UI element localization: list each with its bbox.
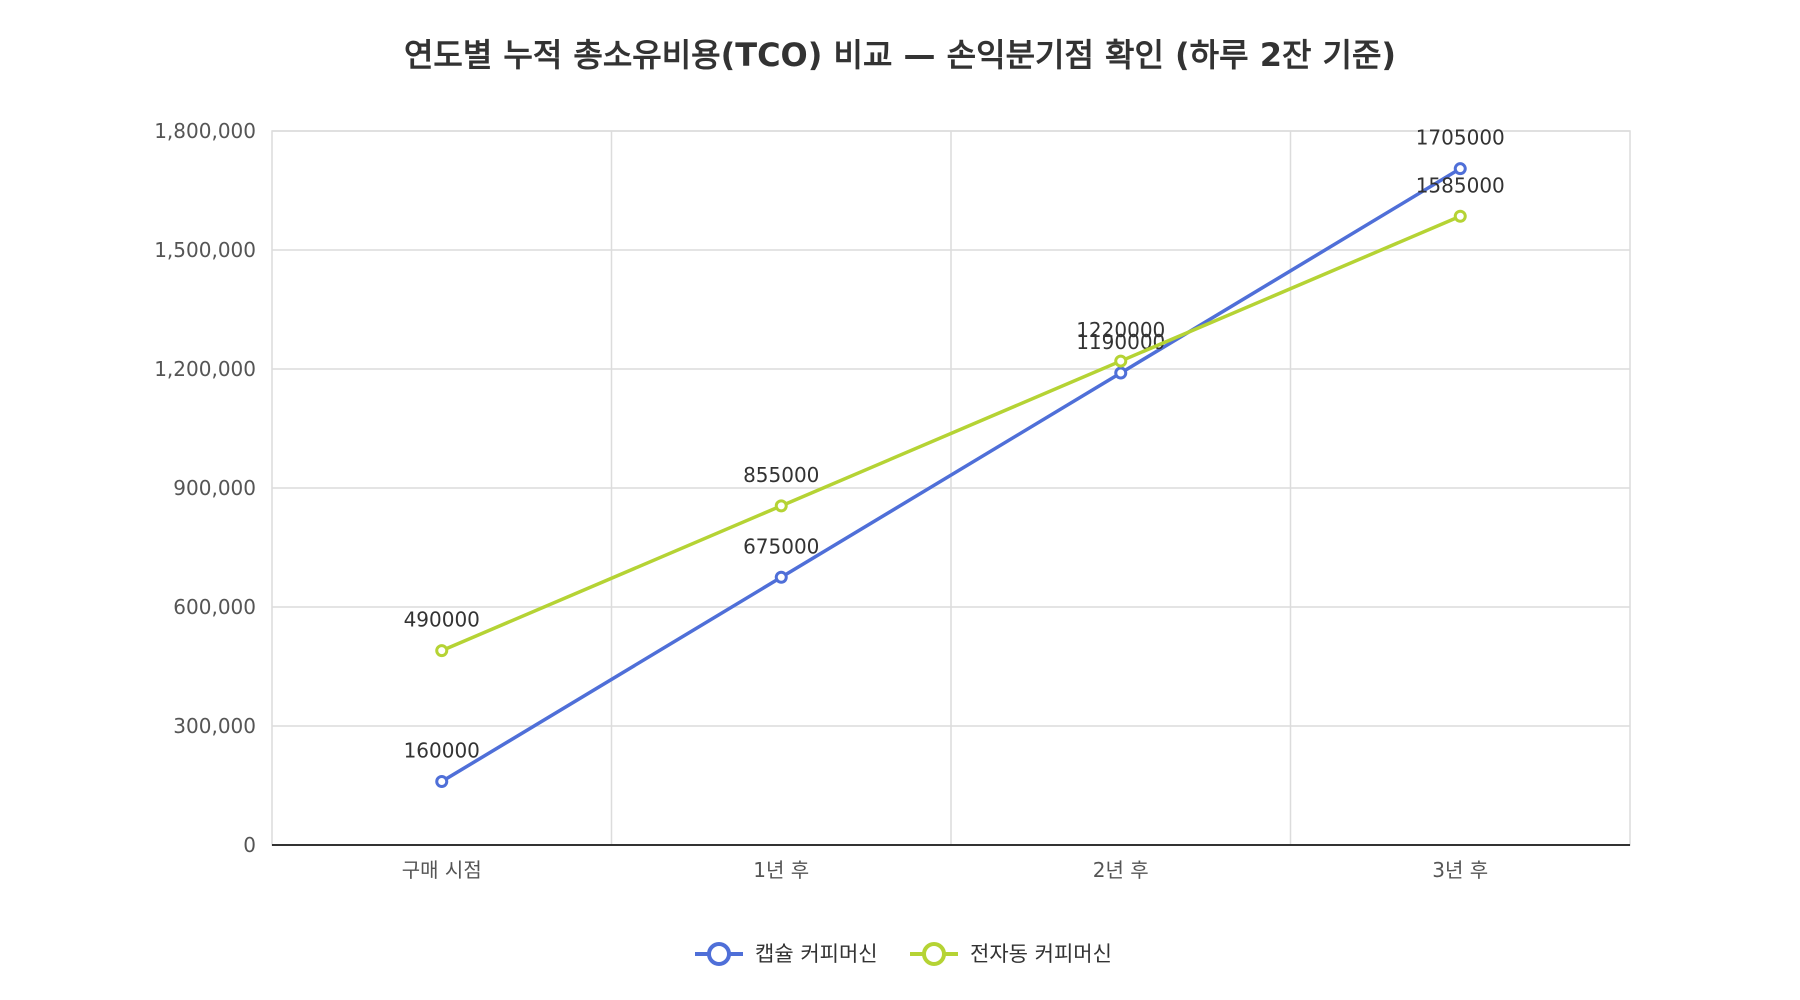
x-tick-label: 1년 후 [753, 858, 809, 882]
y-tick-label: 300,000 [173, 714, 256, 738]
data-label: 1705000 [1416, 126, 1505, 150]
legend-marker [922, 942, 946, 966]
data-label: 675000 [743, 534, 819, 558]
data-label: 855000 [743, 463, 819, 487]
data-label: 1585000 [1416, 173, 1505, 197]
data-label: 160000 [404, 739, 480, 763]
data-point [774, 499, 788, 513]
y-tick-label: 1,500,000 [154, 238, 256, 262]
series-line-0 [440, 167, 1462, 784]
data-point [435, 775, 449, 789]
x-tick-label: 3년 후 [1432, 858, 1488, 882]
data-point [1114, 366, 1128, 380]
legend-label: 전자동 커피머신 [970, 942, 1112, 966]
series-line-1 [441, 214, 1461, 653]
legend-marker [707, 942, 731, 966]
y-tick-label: 600,000 [173, 595, 256, 619]
data-point [1453, 162, 1467, 176]
y-tick-label: 0 [243, 833, 256, 857]
data-point [1114, 354, 1128, 368]
x-tick-label: 구매 시점 [402, 858, 482, 882]
y-tick-label: 1,800,000 [154, 119, 256, 143]
legend-label: 캡슐 커피머신 [755, 942, 878, 966]
y-tick-label: 1,200,000 [154, 357, 256, 381]
data-point [774, 570, 788, 584]
chart-title: 연도별 누적 총소유비용(TCO) 비교 — 손익분기점 확인 (하루 2잔 기… [403, 36, 1397, 74]
y-tick-label: 900,000 [173, 476, 256, 500]
data-point [435, 644, 449, 658]
data-label: 1220000 [1076, 318, 1165, 342]
data-point [1453, 209, 1467, 223]
data-label: 490000 [404, 608, 480, 632]
x-tick-label: 2년 후 [1093, 858, 1149, 882]
